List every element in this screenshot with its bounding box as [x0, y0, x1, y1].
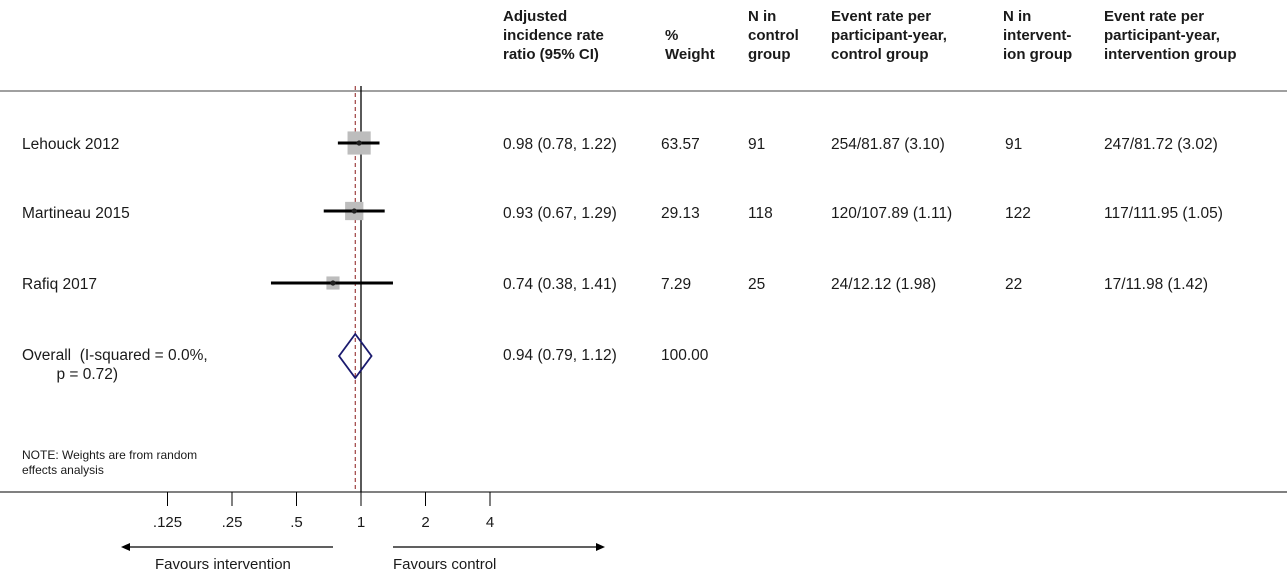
rate-intervention-value: 247/81.72 (3.02) [1104, 136, 1218, 153]
header-weight: % Weight [665, 27, 715, 63]
weight-value: 63.57 [661, 136, 700, 153]
n-control-value: 118 [748, 205, 773, 222]
weight-value: 29.13 [661, 205, 700, 222]
study-label: Rafiq 2017 [22, 276, 97, 293]
favours-control-label: Favours control [393, 556, 497, 573]
ci-text: 0.98 (0.78, 1.22) [503, 136, 617, 153]
header-rate-control: Event rate per participant-year, control… [831, 8, 947, 63]
overall-weight: 100.00 [661, 347, 709, 364]
n-intervention-value: 91 [1005, 136, 1023, 153]
rate-control-value: 254/81.87 (3.10) [831, 136, 945, 153]
ci-text: 0.74 (0.38, 1.41) [503, 276, 617, 293]
overall-label: Overall (I-squared = 0.0%, p = 0.72) [22, 347, 208, 383]
point-estimate [330, 280, 336, 286]
study-label: Martineau 2015 [22, 205, 130, 222]
point-estimate [351, 208, 357, 214]
favours-control-arrowhead [596, 543, 605, 551]
favours-intervention-label: Favours intervention [155, 556, 291, 573]
x-tick-label: 2 [421, 514, 430, 531]
ci-text: 0.93 (0.67, 1.29) [503, 205, 617, 222]
x-tick-label: .25 [221, 514, 243, 531]
x-tick-label: .125 [152, 514, 183, 531]
weight-value: 7.29 [661, 276, 692, 293]
study-label: Lehouck 2012 [22, 136, 120, 153]
overall-diamond [337, 332, 373, 380]
rate-intervention-value: 17/11.98 (1.42) [1104, 276, 1208, 293]
weights-note: NOTE: Weights are from random effects an… [22, 448, 198, 477]
header-rate-intervention: Event rate per participant-year, interve… [1104, 8, 1237, 63]
x-tick-label: .5 [290, 514, 303, 531]
header-estimate: Adjusted incidence rate ratio (95% CI) [503, 8, 604, 63]
n-control-value: 91 [748, 136, 766, 153]
rate-intervention-value: 117/111.95 (1.05) [1104, 205, 1223, 222]
rate-control-value: 24/12.12 (1.98) [831, 276, 937, 293]
x-tick-label: 4 [485, 514, 495, 531]
header-n-control: N in control group [748, 8, 799, 63]
favours-intervention-arrowhead [121, 543, 130, 551]
header-n-intervention: N in intervent- ion group [1003, 8, 1073, 63]
rate-control-value: 120/107.89 (1.11) [831, 205, 953, 222]
n-intervention-value: 22 [1005, 276, 1023, 293]
n-intervention-value: 122 [1005, 205, 1031, 222]
x-tick-label: 1 [356, 514, 366, 531]
point-estimate [356, 140, 362, 146]
n-control-value: 25 [748, 276, 766, 293]
overall-ci-text: 0.94 (0.79, 1.12) [503, 347, 617, 364]
